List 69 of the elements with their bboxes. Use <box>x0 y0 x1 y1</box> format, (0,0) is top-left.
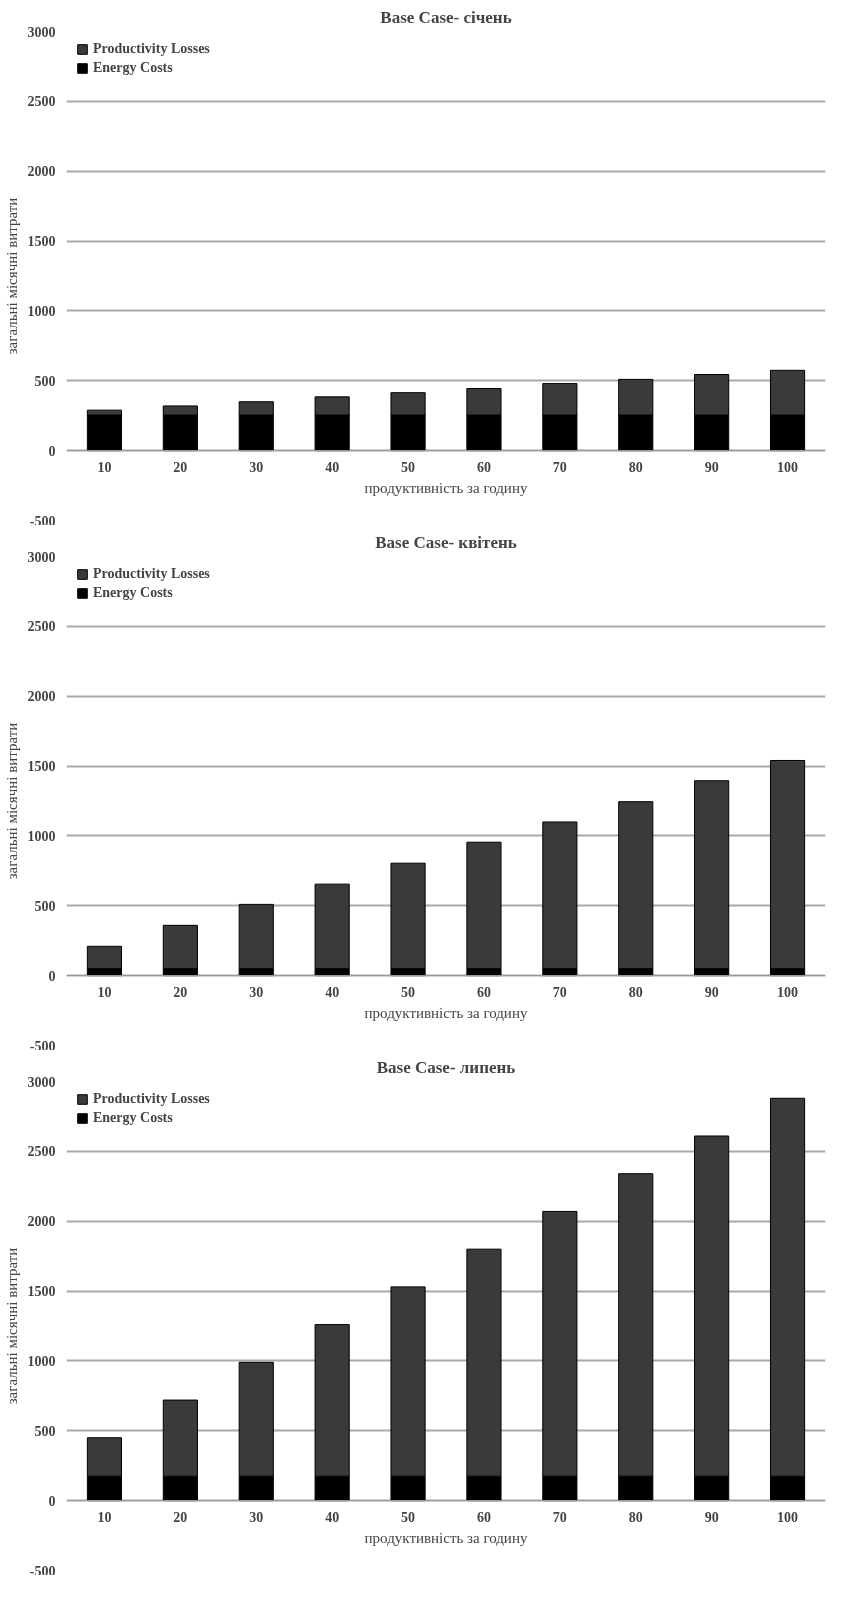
y-tick-label: -500 <box>29 1038 56 1054</box>
y-tick-label: 1500 <box>27 234 56 250</box>
legend-label: Energy Costs <box>93 60 173 76</box>
x-tick-label: 40 <box>325 459 340 475</box>
x-tick-label: 60 <box>476 1509 491 1525</box>
chart-title: Base Case- квітень <box>375 532 517 552</box>
x-tick-label: 30 <box>249 984 264 1000</box>
y-tick-label: 2000 <box>27 164 56 180</box>
y-tick-label: 3000 <box>27 1074 56 1090</box>
x-tick-label: 90 <box>704 1509 719 1525</box>
legend-label: Energy Costs <box>93 1110 173 1126</box>
y-tick-label: 2500 <box>27 619 56 635</box>
y-tick-label: 1000 <box>27 828 56 844</box>
chart-title: Base Case- січень <box>380 7 512 27</box>
y-axis-title: загальні місячні витрати <box>3 722 20 880</box>
y-tick-label: 2000 <box>27 689 56 705</box>
x-axis-title: продуктивність за годину <box>364 479 528 496</box>
y-tick-label: 3000 <box>27 24 56 40</box>
x-tick-label: 10 <box>97 1509 112 1525</box>
x-tick-label: 30 <box>249 459 264 475</box>
y-tick-label: -500 <box>29 513 56 529</box>
x-tick-label: 20 <box>173 459 188 475</box>
y-tick-label: -500 <box>29 1563 56 1579</box>
y-tick-label: 0 <box>48 1493 56 1509</box>
y-tick-label: 1000 <box>27 303 56 319</box>
x-tick-label: 90 <box>704 459 719 475</box>
y-tick-label: 500 <box>34 373 56 389</box>
x-axis-title: продуктивність за годину <box>364 1529 528 1546</box>
x-tick-label: 50 <box>401 984 416 1000</box>
x-tick-label: 70 <box>552 1509 567 1525</box>
x-tick-label: 100 <box>777 984 799 1000</box>
legend-label: Productivity Losses <box>93 1091 210 1107</box>
y-axis-title: загальні місячні витрати <box>3 197 20 355</box>
x-tick-label: 40 <box>325 984 340 1000</box>
x-tick-label: 100 <box>777 1509 799 1525</box>
x-tick-label: 60 <box>476 459 491 475</box>
x-tick-label: 10 <box>97 459 112 475</box>
x-tick-label: 80 <box>628 1509 643 1525</box>
x-tick-label: 50 <box>401 459 416 475</box>
legend-label: Productivity Losses <box>93 566 210 582</box>
x-tick-label: 20 <box>173 984 188 1000</box>
legend-label: Productivity Losses <box>93 41 210 57</box>
x-tick-label: 10 <box>97 984 112 1000</box>
chart-title: Base Case- липень <box>376 1057 516 1077</box>
x-tick-label: 90 <box>704 984 719 1000</box>
x-tick-label: 70 <box>552 984 567 1000</box>
legend-label: Energy Costs <box>93 585 173 601</box>
x-tick-label: 70 <box>552 459 567 475</box>
x-tick-label: 80 <box>628 459 643 475</box>
x-axis-title: продуктивність за годину <box>364 1004 528 1021</box>
x-tick-label: 80 <box>628 984 643 1000</box>
y-tick-label: 2500 <box>27 1144 56 1160</box>
y-tick-label: 2500 <box>27 94 56 110</box>
y-tick-label: 0 <box>48 968 56 984</box>
y-axis-title: загальні місячні витрати <box>3 1247 20 1405</box>
y-tick-label: 1000 <box>27 1353 56 1369</box>
y-tick-label: 0 <box>48 443 56 459</box>
x-tick-label: 60 <box>476 984 491 1000</box>
y-tick-label: 2000 <box>27 1214 56 1230</box>
x-tick-label: 50 <box>401 1509 416 1525</box>
y-tick-label: 1500 <box>27 1284 56 1300</box>
x-tick-label: 20 <box>173 1509 188 1525</box>
x-tick-label: 30 <box>249 1509 264 1525</box>
x-tick-label: 40 <box>325 1509 340 1525</box>
y-tick-label: 1500 <box>27 759 56 775</box>
x-tick-label: 100 <box>777 459 799 475</box>
y-tick-label: 500 <box>34 898 56 914</box>
y-tick-label: 3000 <box>27 549 56 565</box>
y-tick-label: 500 <box>34 1423 56 1439</box>
